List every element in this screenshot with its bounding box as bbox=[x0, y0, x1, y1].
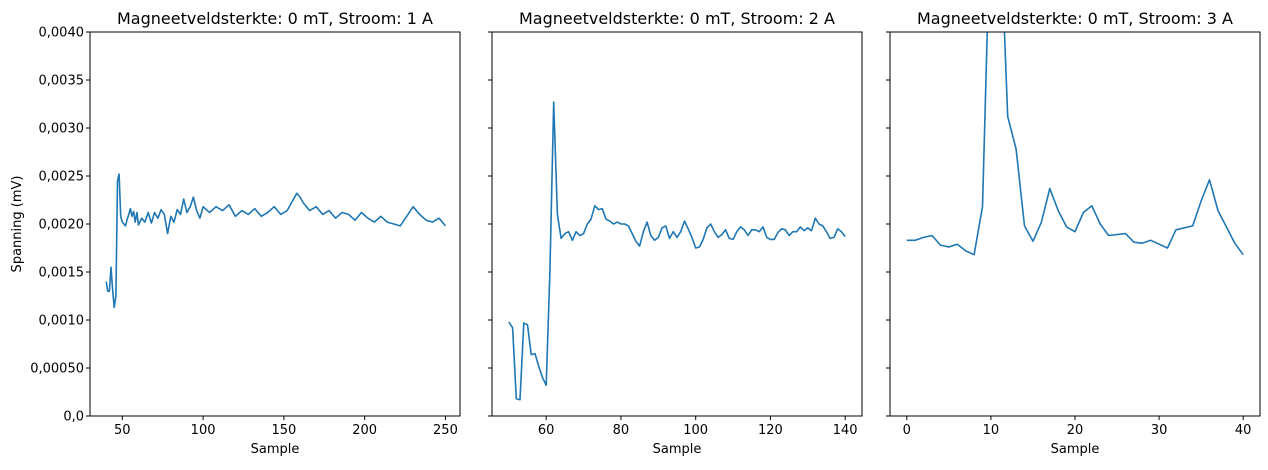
x-tick-label: 250 bbox=[433, 423, 458, 438]
chart-title: Magneetveldsterkte: 0 mT, Stroom: 3 A bbox=[917, 9, 1233, 28]
x-tick-label: 80 bbox=[613, 423, 630, 438]
x-tick-label: 0 bbox=[903, 423, 911, 438]
x-tick-label: 20 bbox=[1067, 423, 1084, 438]
x-tick-label: 150 bbox=[271, 423, 296, 438]
x-axis-label: Sample bbox=[1051, 442, 1100, 457]
y-tick-label: 0,00050 bbox=[30, 362, 84, 377]
x-tick-label: 40 bbox=[1235, 423, 1252, 438]
y-tick-label: 0,0035 bbox=[39, 74, 85, 89]
series-line-1 bbox=[105, 173, 447, 309]
y-tick-label: 0,0 bbox=[63, 410, 84, 425]
axes-frame bbox=[89, 31, 461, 417]
series-line-1 bbox=[906, 32, 1244, 256]
y-tick-label: 0,0040 bbox=[39, 26, 85, 41]
x-tick-label: 200 bbox=[352, 423, 377, 438]
chart-title: Magneetveldsterkte: 0 mT, Stroom: 1 A bbox=[117, 9, 433, 28]
x-tick-label: 100 bbox=[191, 423, 216, 438]
x-axis-label: Sample bbox=[251, 442, 300, 457]
x-tick-label: 100 bbox=[683, 423, 708, 438]
x-tick-label: 60 bbox=[538, 423, 555, 438]
panel-3: 0 10 20 30 40 Magneetveldsterkte: 0 mT, Stroo… bbox=[886, 9, 1261, 457]
panel-2: 60 80 100 120 140 Magneetveldsterkte: 0 mT, S… bbox=[488, 9, 863, 457]
x-tick-label: 30 bbox=[1151, 423, 1168, 438]
axes-frame bbox=[889, 31, 1261, 417]
x-axis-label: Sample bbox=[653, 442, 702, 457]
chart-title: Magneetveldsterkte: 0 mT, Stroom: 2 A bbox=[519, 9, 835, 28]
y-tick-label: 0,0020 bbox=[39, 218, 85, 233]
y-axis-label: Spanning (mV) bbox=[10, 176, 25, 273]
y-tick-label: 0,0010 bbox=[39, 314, 85, 329]
x-tick-label: 50 bbox=[114, 423, 131, 438]
x-tick-label: 120 bbox=[758, 423, 783, 438]
panel-1: 50 100 150 200 250 0,0 0,00050 0,0010 0,0015 0,00… bbox=[10, 9, 461, 457]
series-line-1 bbox=[508, 101, 846, 401]
y-tick-label: 0,0030 bbox=[39, 122, 85, 137]
y-tick-label: 0,0025 bbox=[39, 170, 85, 185]
x-tick-label: 10 bbox=[983, 423, 1000, 438]
x-tick-label: 140 bbox=[833, 423, 858, 438]
y-tick-label: 0,0015 bbox=[39, 266, 85, 281]
